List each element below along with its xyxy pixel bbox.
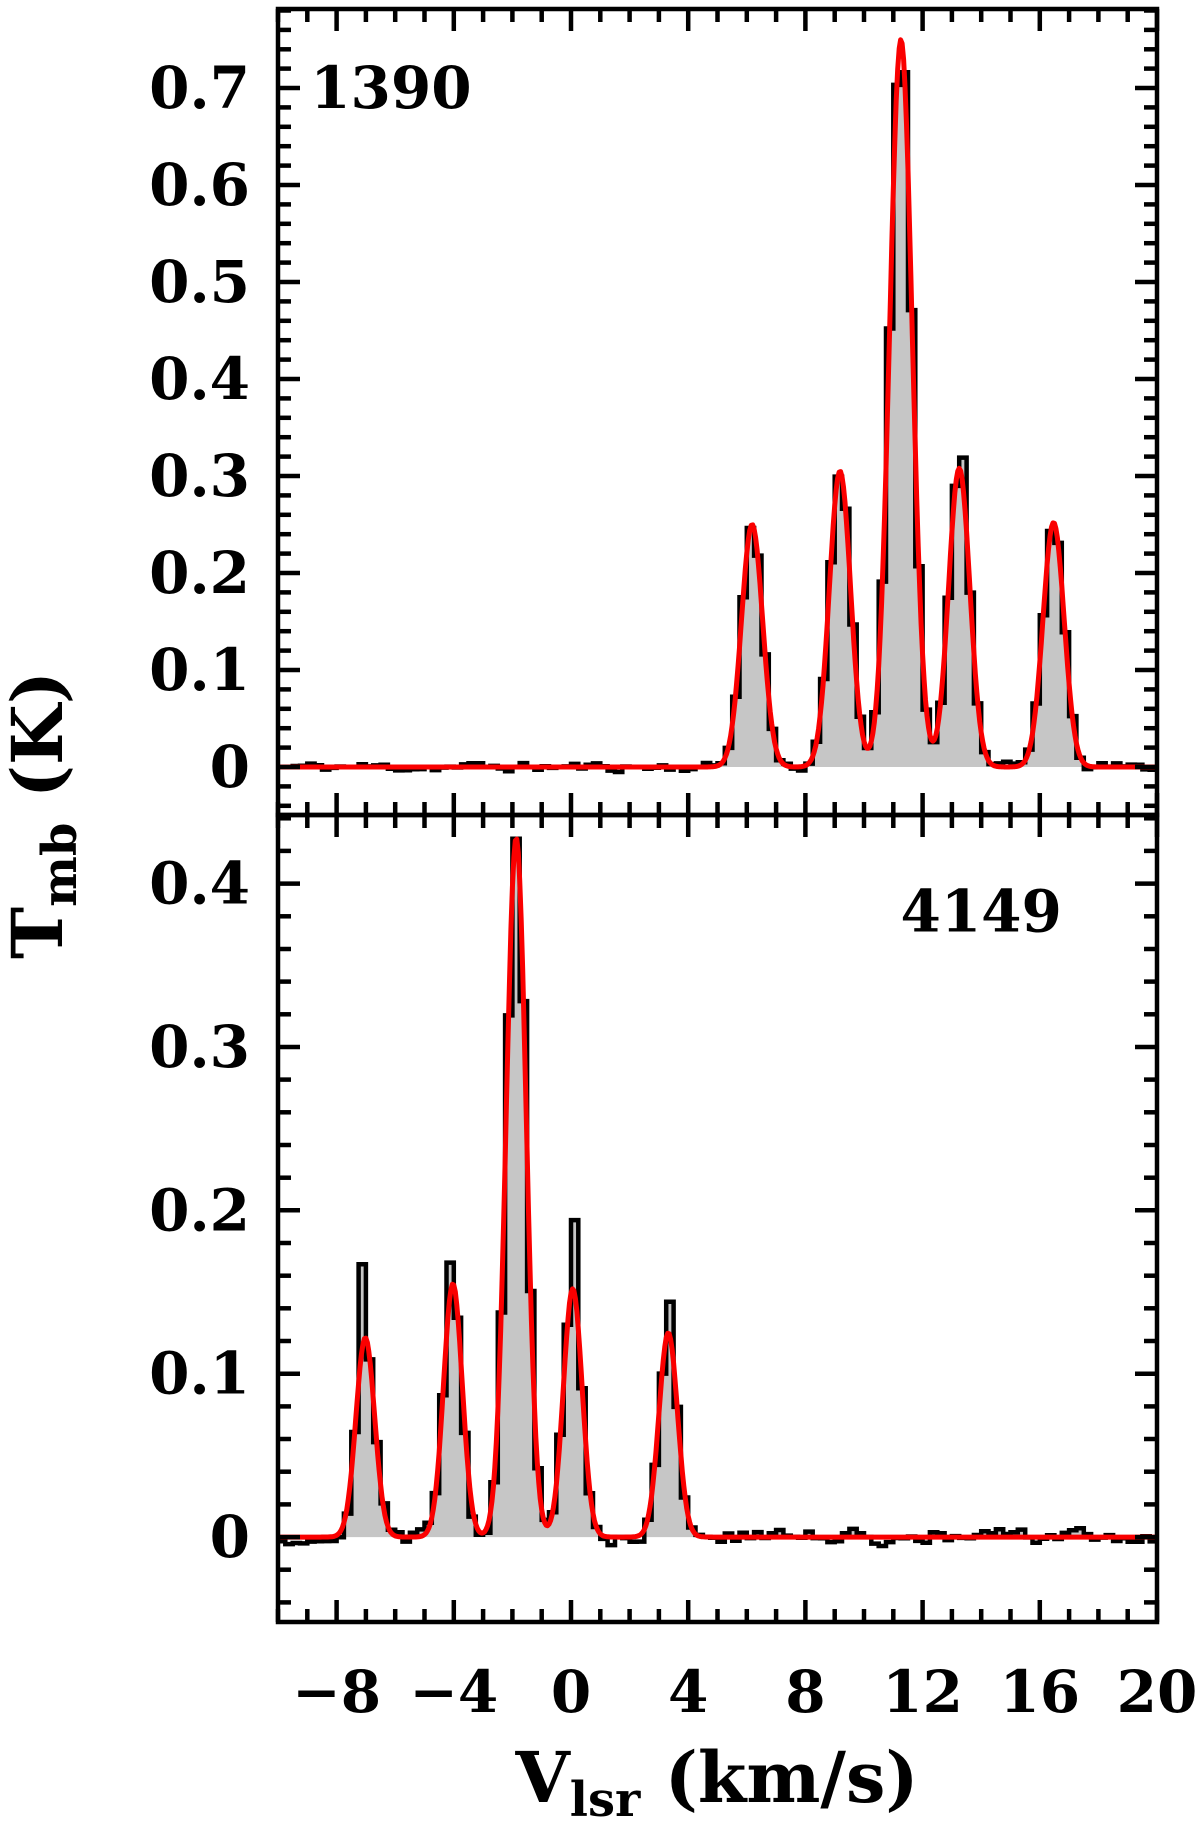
fit-curve: [278, 37, 1157, 770]
y-tick-label: 0.4: [149, 345, 250, 413]
x-tick-label: −8: [292, 1658, 381, 1726]
y-tick-label: 0.1: [149, 636, 250, 704]
x-tick-label: 8: [785, 1658, 825, 1726]
x-tick-label: 4: [668, 1658, 708, 1726]
x-tick-label: 16: [999, 1658, 1080, 1726]
y-tick-label: 0.1: [149, 1340, 250, 1408]
y-tick-label: 0: [210, 1503, 250, 1571]
fit-curve: [278, 836, 1157, 1540]
spectrum-fill: [278, 72, 1157, 767]
x-tick-label: −4: [409, 1658, 498, 1726]
spectrum-fill: [278, 838, 1157, 1538]
y-tick-label: 0: [210, 733, 250, 801]
y-tick-label: 0.4: [149, 850, 250, 918]
panel-4149: [278, 836, 1157, 1549]
spectrum-histogram: [278, 69, 1157, 775]
panel-label: 1390: [310, 54, 471, 122]
y-tick-label: 0.3: [149, 1013, 250, 1081]
y-tick-label: 0.3: [149, 442, 250, 510]
x-tick-label: 0: [551, 1658, 591, 1726]
panel-1390: [278, 37, 1157, 775]
y-tick-label: 0.5: [149, 248, 250, 316]
panel-border: [275, 6, 1160, 818]
x-tick-label: 12: [882, 1658, 963, 1726]
y-axis-title: Tmb (K): [0, 671, 88, 959]
panel-label: 4149: [900, 877, 1061, 945]
y-tick-label: 0.2: [149, 1176, 250, 1244]
x-axis-title: Vlsr (km/s): [514, 1736, 918, 1827]
y-tick-label: 0.2: [149, 539, 250, 607]
x-tick-label: 20: [1117, 1658, 1198, 1726]
y-tick-label: 0.6: [149, 151, 250, 219]
y-tick-label: 0.7: [149, 54, 250, 122]
